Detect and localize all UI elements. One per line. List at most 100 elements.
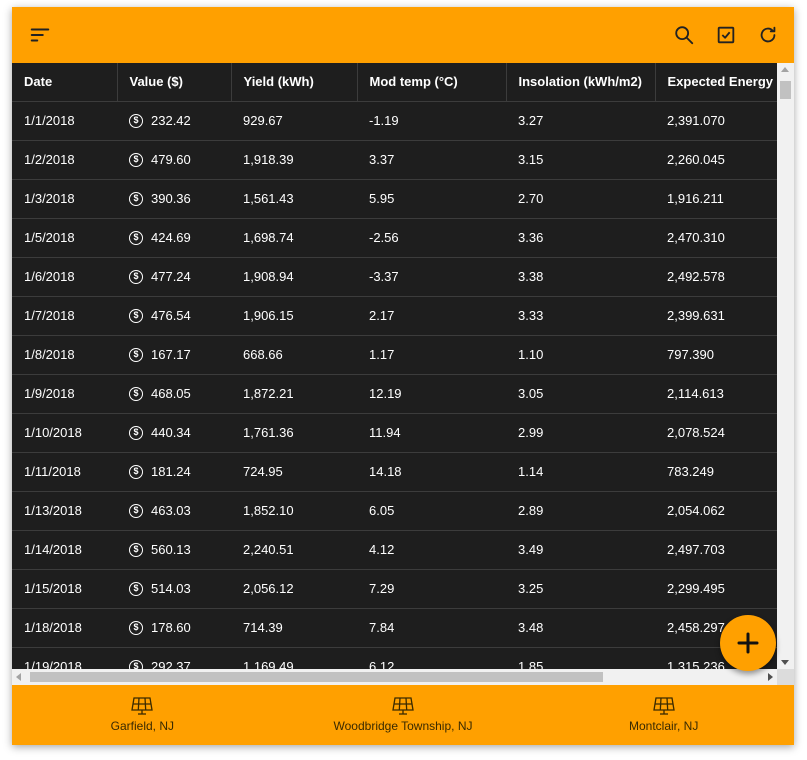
value-cell: $476.54 — [117, 296, 231, 336]
table-cell: 2,114.613 — [655, 374, 777, 414]
table-cell: 3.15 — [506, 140, 655, 180]
dollar-icon: $ — [129, 581, 143, 596]
table-cell: 2,391.070 — [655, 101, 777, 141]
table-cell: 1.17 — [357, 335, 506, 375]
table-row[interactable]: 1/14/2018 $560.13 2,240.51 4.12 3.49 2,497.70… — [12, 530, 777, 570]
horizontal-scroll-thumb[interactable] — [30, 672, 603, 682]
table-row[interactable]: 1/11/2018 $181.24 724.95 14.18 1.14 783.249 — [12, 452, 777, 492]
dollar-icon: $ — [129, 620, 143, 635]
table-row[interactable]: 1/1/2018 $232.42 929.67 -1.19 3.27 2,391.070 — [12, 101, 777, 141]
table-row[interactable]: 1/6/2018 $477.24 1,908.94 -3.37 3.38 2,492.57… — [12, 257, 777, 297]
refresh-icon[interactable] — [756, 23, 780, 47]
table-cell: 668.66 — [231, 335, 357, 375]
table-cell: -1.19 — [357, 101, 506, 141]
vertical-scrollbar[interactable] — [777, 63, 794, 669]
value-cell: $292.37 — [117, 647, 231, 669]
value-cell: $232.42 — [117, 101, 231, 141]
value-cell-content: $468.05 — [129, 375, 219, 413]
table-cell: 3.37 — [357, 140, 506, 180]
scroll-down-arrow-icon[interactable] — [781, 660, 789, 665]
column-header[interactable]: Date — [12, 63, 118, 102]
table-row[interactable]: 1/13/2018 $463.03 1,852.10 6.05 2.89 2,054.06… — [12, 491, 777, 531]
nav-item-garfield[interactable]: Garfield, NJ — [12, 685, 273, 745]
scroll-up-arrow-icon[interactable] — [781, 67, 789, 72]
value-cell: $463.03 — [117, 491, 231, 531]
table-cell: 2,054.062 — [655, 491, 777, 531]
dollar-icon: $ — [129, 386, 143, 401]
table-cell: 2,492.578 — [655, 257, 777, 297]
table-cell: 1,906.15 — [231, 296, 357, 336]
table-cell: 1/5/2018 — [12, 218, 117, 258]
table-cell: 3.36 — [506, 218, 655, 258]
table-row[interactable]: 1/5/2018 $424.69 1,698.74 -2.56 3.36 2,470.31… — [12, 218, 777, 258]
solar-panel-icon — [131, 697, 154, 715]
data-table-viewport[interactable]: Date Value ($) Yield (kWh) Mod temp (°C)… — [12, 63, 777, 669]
sort-menu-icon[interactable] — [28, 23, 52, 47]
table-row[interactable]: 1/8/2018 $167.17 668.66 1.17 1.10 797.390 — [12, 335, 777, 375]
table-cell: 1,561.43 — [231, 179, 357, 219]
table-cell: 2.99 — [506, 413, 655, 453]
nav-item-woodbridge[interactable]: Woodbridge Township, NJ — [273, 685, 534, 745]
vertical-scroll-thumb[interactable] — [780, 81, 791, 99]
table-cell: 2,497.703 — [655, 530, 777, 570]
value-cell: $440.34 — [117, 413, 231, 453]
value-text: 468.05 — [151, 386, 191, 401]
value-cell: $390.36 — [117, 179, 231, 219]
table-row[interactable]: 1/3/2018 $390.36 1,561.43 5.95 2.70 1,916.211 — [12, 179, 777, 219]
search-icon[interactable] — [672, 23, 696, 47]
table-cell: 3.49 — [506, 530, 655, 570]
table-row[interactable]: 1/2/2018 $479.60 1,918.39 3.37 3.15 2,260.045 — [12, 140, 777, 180]
table-cell: 3.27 — [506, 101, 655, 141]
table-cell: 3.05 — [506, 374, 655, 414]
table-cell: 1,908.94 — [231, 257, 357, 297]
table-row[interactable]: 1/19/2018 $292.37 1,169.49 6.12 1.85 1,315.23… — [12, 647, 777, 669]
dollar-icon: $ — [129, 191, 143, 206]
table-cell: 1/18/2018 — [12, 608, 117, 648]
table-cell: 724.95 — [231, 452, 357, 492]
table-cell: 1/7/2018 — [12, 296, 117, 336]
column-header[interactable]: Yield (kWh) — [231, 63, 358, 102]
nav-item-montclair[interactable]: Montclair, NJ — [533, 685, 794, 745]
table-row[interactable]: 1/7/2018 $476.54 1,906.15 2.17 3.33 2,399.631 — [12, 296, 777, 336]
table-row[interactable]: 1/10/2018 $440.34 1,761.36 11.94 2.99 2,078.5… — [12, 413, 777, 453]
table-cell: 1/6/2018 — [12, 257, 117, 297]
scroll-left-arrow-icon[interactable] — [16, 673, 21, 681]
table-cell: 1/14/2018 — [12, 530, 117, 570]
dollar-icon: $ — [129, 659, 143, 669]
table-row[interactable]: 1/15/2018 $514.03 2,056.12 7.29 3.25 2,299.49… — [12, 569, 777, 609]
solar-panel-icon — [652, 697, 675, 715]
check-box-icon[interactable] — [714, 23, 738, 47]
scroll-right-arrow-icon[interactable] — [768, 673, 773, 681]
table-cell: 1/15/2018 — [12, 569, 117, 609]
table-cell: 1,918.39 — [231, 140, 357, 180]
value-text: 167.17 — [151, 347, 191, 362]
energy-table: Date Value ($) Yield (kWh) Mod temp (°C)… — [12, 63, 777, 669]
value-cell-content: $476.54 — [129, 297, 219, 335]
value-cell: $477.24 — [117, 257, 231, 297]
bottom-navigation: Garfield, NJ Woodbridge Township, NJ Mon… — [12, 685, 794, 745]
table-row[interactable]: 1/9/2018 $468.05 1,872.21 12.19 3.05 2,114.61… — [12, 374, 777, 414]
table-cell: 783.249 — [655, 452, 777, 492]
value-cell-content: $560.13 — [129, 531, 219, 569]
table-cell: 1/13/2018 — [12, 491, 117, 531]
column-header[interactable]: Mod temp (°C) — [357, 63, 507, 102]
top-toolbar — [12, 7, 794, 63]
value-cell: $181.24 — [117, 452, 231, 492]
value-text: 463.03 — [151, 503, 191, 518]
table-row[interactable]: 1/18/2018 $178.60 714.39 7.84 3.48 2,458.297 — [12, 608, 777, 648]
value-text: 479.60 — [151, 152, 191, 167]
column-header[interactable]: Expected Energy — [655, 63, 777, 102]
column-header[interactable]: Insolation (kWh/m2) — [506, 63, 656, 102]
value-cell-content: $232.42 — [129, 102, 219, 140]
value-cell-content: $424.69 — [129, 219, 219, 257]
horizontal-scrollbar[interactable] — [12, 669, 777, 685]
dollar-icon: $ — [129, 230, 143, 245]
table-cell: 6.05 — [357, 491, 506, 531]
table-cell: 3.48 — [506, 608, 655, 648]
add-button[interactable] — [720, 615, 776, 671]
dollar-icon: $ — [129, 464, 143, 479]
value-cell-content: $479.60 — [129, 141, 219, 179]
column-header[interactable]: Value ($) — [117, 63, 232, 102]
value-text: 178.60 — [151, 620, 191, 635]
table-cell: 12.19 — [357, 374, 506, 414]
